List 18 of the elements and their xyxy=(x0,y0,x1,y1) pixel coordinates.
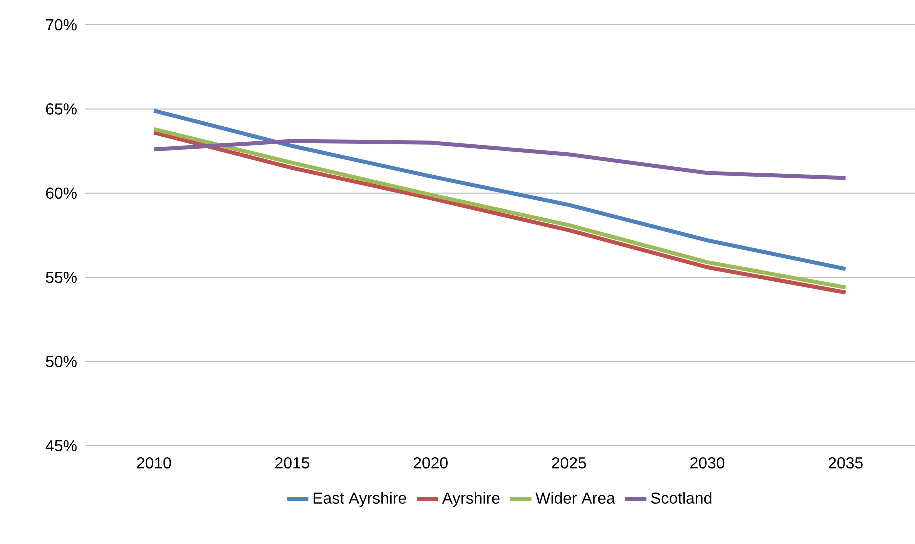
legend-label: Ayrshire xyxy=(442,492,500,508)
x-tick-label: 2030 xyxy=(690,457,725,469)
y-tick-label: 45% xyxy=(46,440,77,452)
y-tick-label: 70% xyxy=(46,19,77,31)
y-tick-label: 65% xyxy=(46,104,77,115)
x-tick-label: 2015 xyxy=(276,457,310,469)
x-tick-label: 2035 xyxy=(828,457,863,469)
legend-label: Scotland xyxy=(651,492,712,504)
y-tick-label: 60% xyxy=(46,188,77,200)
line-series xyxy=(152,139,848,180)
y-tick-label: 50% xyxy=(46,356,77,368)
line-series xyxy=(152,108,848,272)
x-tick-label: 2010 xyxy=(137,457,172,469)
legend-label: East Ayrshire xyxy=(314,492,406,508)
x-tick-label: 2020 xyxy=(414,457,448,469)
legend-label: Wider Area xyxy=(536,492,616,504)
x-tick-label: 2025 xyxy=(552,457,586,469)
y-tick-label: 55% xyxy=(46,272,77,284)
